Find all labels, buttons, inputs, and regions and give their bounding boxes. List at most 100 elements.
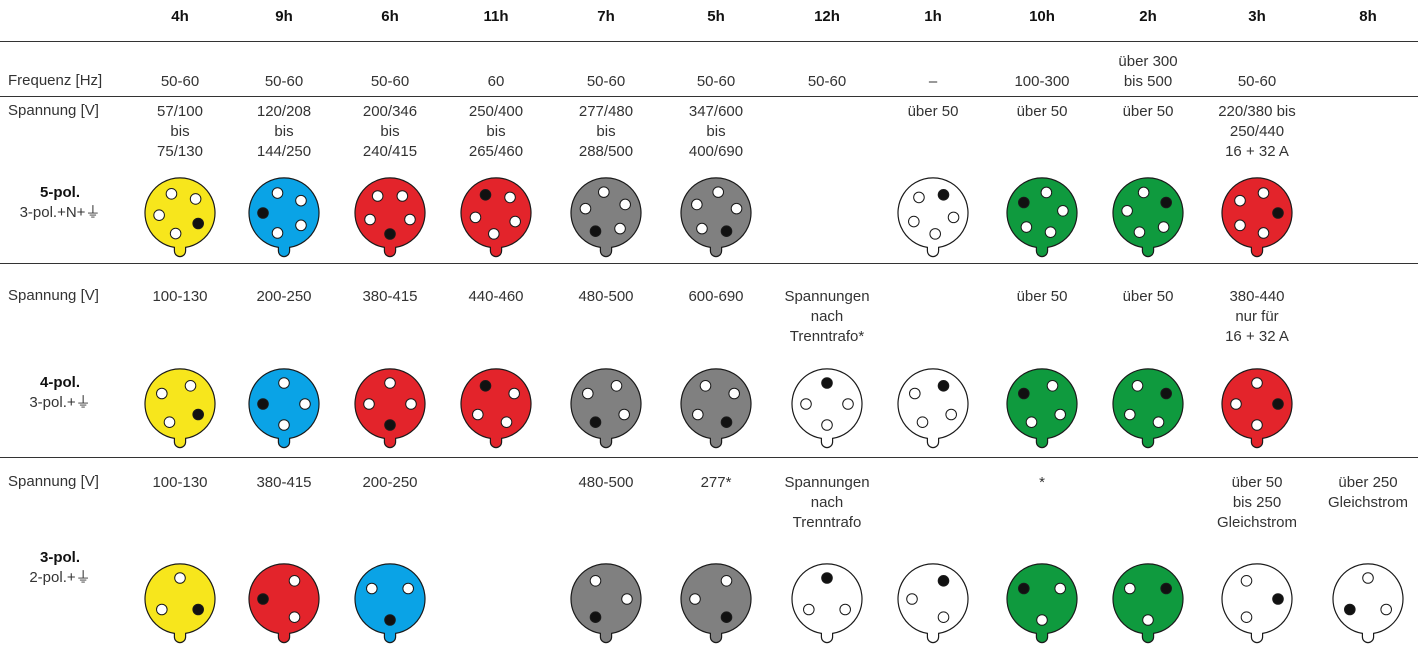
plug-body: [354, 368, 426, 449]
voltage-value: 200-250: [256, 288, 312, 305]
contact-pin: [712, 186, 725, 198]
contact-pin: [156, 387, 168, 400]
earth-pin: [937, 575, 950, 587]
plug-body: [570, 563, 642, 644]
plug-face-gray: [680, 368, 752, 449]
voltage-value: 200/346 bis 240/415: [362, 103, 418, 160]
contact-pin: [1044, 226, 1057, 238]
plug-body: [570, 177, 642, 258]
contact-pin: [1380, 603, 1392, 616]
plug-body: [248, 563, 320, 644]
voltage-value: über 250 Gleichstrom: [1327, 474, 1409, 511]
earth-pin: [821, 377, 833, 389]
voltage-value: über 50: [1016, 103, 1068, 120]
contact-pin: [579, 202, 592, 215]
contact-pin: [614, 222, 626, 235]
contact-pin: [947, 211, 960, 224]
voltage-label: Spannung [V]: [8, 102, 99, 119]
pole-group-label: 3-pol. 2-pol.+⏚: [0, 548, 120, 588]
column-header: 9h: [275, 8, 293, 25]
earth-pin: [479, 380, 492, 392]
contact-pin: [1124, 582, 1136, 595]
frequency-value: 50-60: [1237, 73, 1277, 90]
column-header: 8h: [1359, 8, 1377, 25]
contact-pin: [913, 191, 925, 204]
contact-pin: [916, 416, 929, 428]
contact-pin: [1054, 408, 1066, 421]
plug-face-white: [897, 177, 969, 258]
contact-pin: [619, 198, 631, 211]
contact-pin: [508, 387, 520, 400]
contact-pin: [295, 194, 307, 207]
earth-pin: [720, 416, 733, 428]
contact-pin: [945, 408, 957, 421]
contact-pin: [509, 215, 521, 228]
contact-pin: [1036, 614, 1048, 626]
frequency-label: Frequenz [Hz]: [8, 72, 103, 89]
contact-pin: [1234, 219, 1246, 232]
plug-face-blue: [248, 368, 320, 449]
contact-pin: [1234, 194, 1246, 207]
contact-pin: [363, 398, 375, 410]
plug-body: [680, 368, 752, 449]
plug-face-gray: [680, 177, 752, 258]
earth-pin: [257, 593, 269, 605]
voltage-value: über 50: [1122, 288, 1174, 305]
voltage-value: *: [1039, 474, 1045, 491]
plug-face-yellow: [144, 368, 216, 449]
plug-body: [680, 177, 752, 258]
plug-body: [897, 368, 969, 449]
contact-pin: [472, 408, 484, 421]
contact-pin: [299, 398, 311, 410]
column-header: 2h: [1139, 8, 1157, 25]
contact-pin: [488, 228, 500, 240]
contact-pin: [692, 408, 704, 421]
earth-pin: [821, 572, 833, 584]
plug-face-blue: [248, 177, 320, 258]
contact-pin: [366, 582, 378, 595]
plug-face-green: [1006, 563, 1078, 644]
frequency-value: 50-60: [264, 73, 304, 90]
contact-pin: [288, 575, 301, 587]
plug-face-blue: [354, 563, 426, 644]
earth-pin: [1018, 387, 1030, 400]
plug-face-red: [354, 177, 426, 258]
plug-face-gray: [570, 177, 642, 258]
plug-face-red: [460, 177, 532, 258]
earth-pin: [1344, 603, 1356, 616]
frequency-value: 50-60: [160, 73, 200, 90]
contact-pin: [842, 398, 854, 410]
plug-face-green: [1006, 177, 1078, 258]
contact-pin: [1240, 575, 1253, 587]
column-header: 5h: [707, 8, 725, 25]
voltage-value: über 50: [1016, 288, 1068, 305]
earth-pin: [1272, 593, 1284, 605]
voltage-value: 100-130: [152, 474, 208, 491]
earth-pin: [192, 603, 204, 616]
contact-pin: [469, 211, 482, 224]
contact-pin: [730, 202, 743, 215]
contact-pin: [1046, 380, 1059, 392]
contact-pin: [189, 193, 202, 205]
contact-pin: [402, 582, 414, 595]
group-divider: [0, 457, 1418, 458]
contact-pin: [1124, 408, 1136, 421]
contact-pin: [1057, 205, 1069, 217]
group-divider: [0, 263, 1418, 264]
earth-pin: [1272, 207, 1284, 219]
plug-face-red: [1221, 177, 1293, 258]
pole-group-subtitle: 2-pol.+⏚: [29, 569, 91, 586]
earth-pin: [1018, 196, 1030, 209]
contact-pin: [689, 593, 701, 605]
earth-pin: [589, 416, 602, 428]
plug-face-red: [460, 368, 532, 449]
voltage-value: 100-130: [152, 288, 208, 305]
contact-pin: [728, 387, 740, 400]
plug-face-green: [1112, 177, 1184, 258]
pole-group-subtitle: 3-pol.+N+⏚: [19, 204, 101, 221]
contact-pin: [1230, 398, 1242, 410]
frequency-value: 100-300: [1014, 73, 1070, 90]
contact-pin: [364, 213, 376, 226]
plug-face-gray: [680, 563, 752, 644]
plug-face-white: [791, 563, 863, 644]
